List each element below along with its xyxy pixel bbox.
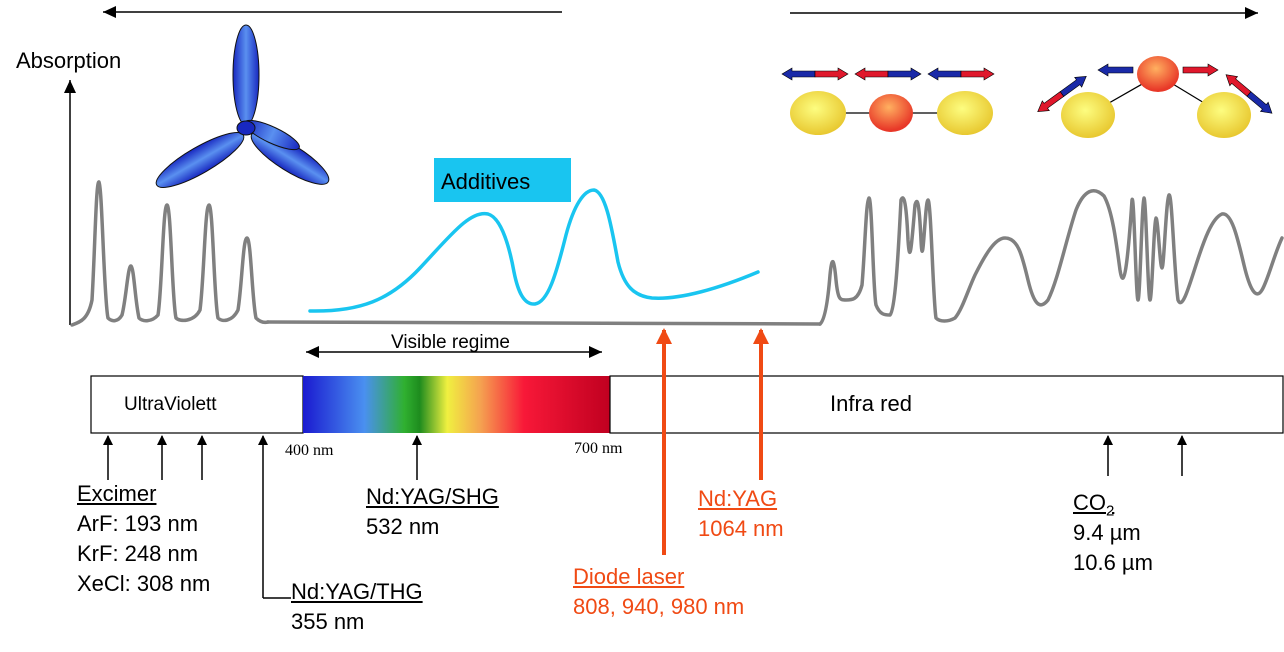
visible-regime-label: Visible regime <box>391 332 510 353</box>
thg-value: 355 nm <box>291 609 365 634</box>
orbital-icon <box>155 24 330 188</box>
excimer-xecl: XeCl: 308 nm <box>77 571 211 596</box>
shg-value: 532 nm <box>366 514 440 539</box>
ndyag-value: 1064 nm <box>698 516 784 541</box>
ir-label: Infra red <box>830 391 912 416</box>
diode-value: 808, 940, 980 nm <box>573 594 745 619</box>
visible-start-label: 400 nm <box>285 442 334 459</box>
spectrum-bar <box>90 375 1284 434</box>
co2-title: CO2 <box>1073 488 1114 526</box>
ir-segment <box>609 375 1284 434</box>
excimer-krf: KrF: 248 nm <box>77 541 199 566</box>
thg-title: Nd:YAG/THG <box>291 579 423 604</box>
ndyag-title: Nd:YAG <box>698 486 778 511</box>
diode-title: Diode laser <box>573 564 685 589</box>
excimer-title: Excimer <box>77 481 157 506</box>
visible-segment <box>303 376 610 433</box>
co2-title-main: CO <box>1073 490 1106 515</box>
additives-curve <box>308 188 760 313</box>
absorption-curve <box>70 180 1284 327</box>
additives-box <box>434 158 571 202</box>
co2-line-1: 9.4 µm <box>1073 520 1141 545</box>
additives-label: Additives <box>441 169 531 194</box>
visible-end-label: 700 nm <box>574 440 623 457</box>
uv-segment <box>90 375 304 434</box>
shg-title: Nd:YAG/SHG <box>366 484 499 509</box>
bent-molecule-icon <box>1037 56 1273 138</box>
linear-molecule-icon <box>781 67 995 135</box>
y-axis-label: Absorption <box>16 48 122 73</box>
co2-title-sub: 2 <box>1106 502 1115 520</box>
excimer-arf: ArF: 193 nm <box>77 511 199 536</box>
laser-markers <box>103 435 1187 599</box>
co2-line-2: 10.6 µm <box>1073 550 1153 575</box>
uv-label: UltraViolett <box>124 394 217 415</box>
